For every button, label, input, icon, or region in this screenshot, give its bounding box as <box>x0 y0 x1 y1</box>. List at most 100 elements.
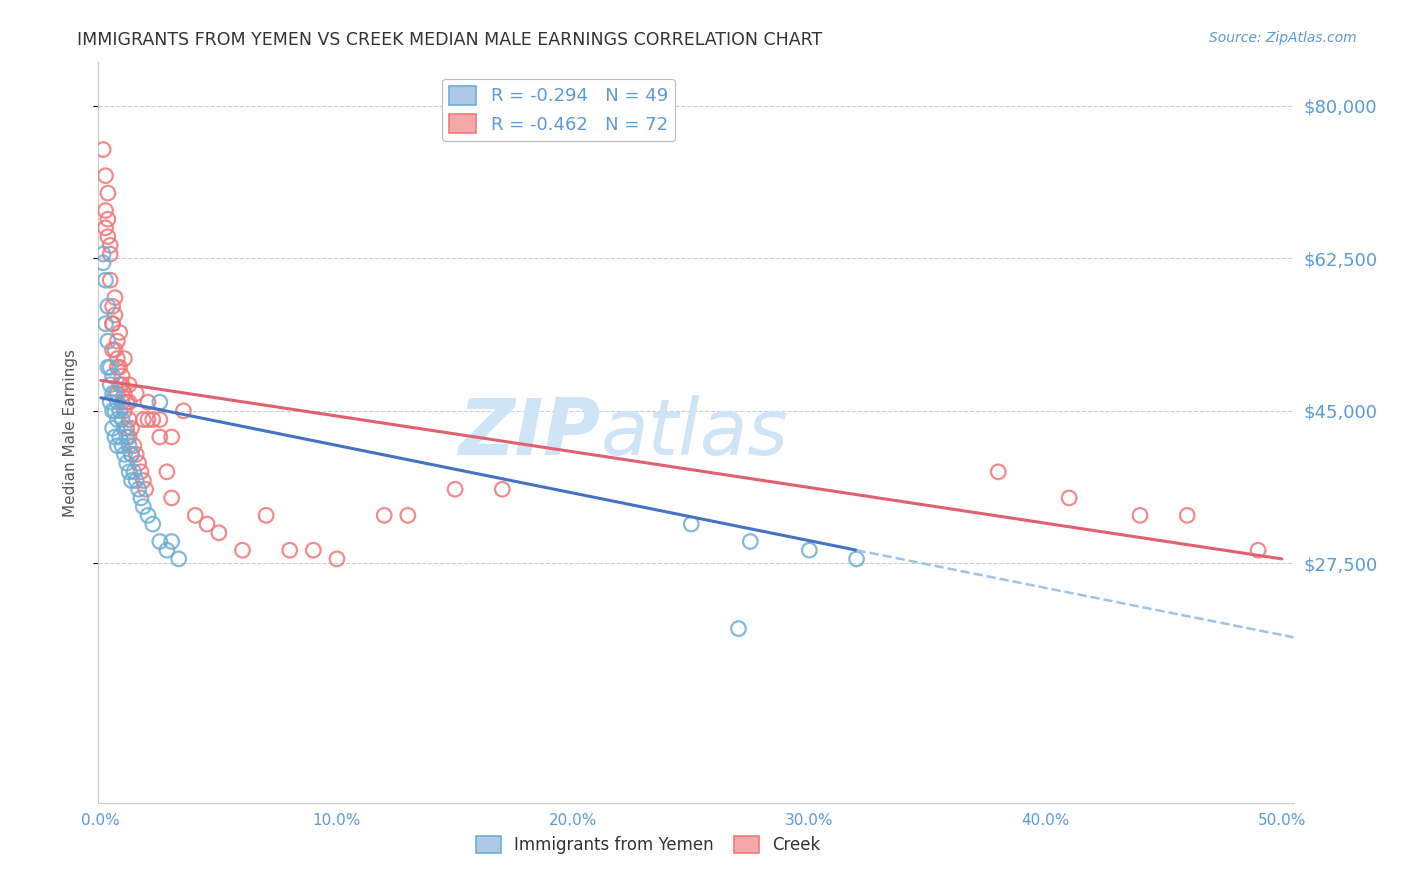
Point <box>149 395 172 409</box>
Point <box>112 421 135 435</box>
Point <box>118 430 141 444</box>
Point <box>129 491 152 505</box>
Point <box>396 508 419 523</box>
Point <box>1129 508 1152 523</box>
Point <box>122 465 145 479</box>
Point <box>1057 491 1080 505</box>
Point <box>98 238 121 252</box>
Point <box>132 412 155 426</box>
Point <box>1247 543 1270 558</box>
Point <box>136 412 159 426</box>
Point <box>115 395 138 409</box>
Y-axis label: Median Male Earnings: Median Male Earnings <box>63 349 77 516</box>
Point <box>136 508 159 523</box>
Text: IMMIGRANTS FROM YEMEN VS CREEK MEDIAN MALE EARNINGS CORRELATION CHART: IMMIGRANTS FROM YEMEN VS CREEK MEDIAN MA… <box>77 31 823 49</box>
Point <box>98 360 121 375</box>
Point <box>115 430 138 444</box>
Point <box>681 517 703 532</box>
Point <box>125 386 148 401</box>
Point <box>491 482 513 496</box>
Point <box>97 299 120 313</box>
Point <box>104 430 127 444</box>
Point <box>125 447 148 461</box>
Point <box>118 395 141 409</box>
Point <box>105 395 128 409</box>
Point <box>740 534 762 549</box>
Point <box>195 517 218 532</box>
Point <box>112 447 135 461</box>
Point <box>108 360 131 375</box>
Point <box>128 456 150 470</box>
Point <box>115 421 138 435</box>
Text: Source: ZipAtlas.com: Source: ZipAtlas.com <box>1209 31 1357 45</box>
Point <box>101 386 124 401</box>
Point <box>94 203 117 218</box>
Point <box>97 212 120 227</box>
Point <box>142 517 165 532</box>
Point <box>160 534 183 549</box>
Point <box>121 474 143 488</box>
Point <box>98 247 121 261</box>
Point <box>108 430 131 444</box>
Text: ZIP: ZIP <box>458 394 600 471</box>
Point <box>167 552 190 566</box>
Text: atlas: atlas <box>600 394 789 471</box>
Point <box>149 412 172 426</box>
Point <box>149 534 172 549</box>
Point <box>105 386 128 401</box>
Point <box>799 543 821 558</box>
Point <box>373 508 395 523</box>
Point <box>208 525 231 540</box>
Point <box>105 412 128 426</box>
Point <box>101 421 124 435</box>
Point <box>727 622 749 636</box>
Point <box>132 474 155 488</box>
Point <box>91 143 114 157</box>
Point <box>112 404 135 418</box>
Point <box>278 543 301 558</box>
Point <box>101 317 124 331</box>
Point <box>91 247 114 261</box>
Point <box>135 482 157 496</box>
Point <box>160 430 183 444</box>
Point <box>101 369 124 384</box>
Point <box>136 395 159 409</box>
Point <box>231 543 253 558</box>
Point <box>111 395 134 409</box>
Point <box>94 169 117 183</box>
Point <box>111 377 134 392</box>
Point <box>149 430 172 444</box>
Point <box>987 465 1010 479</box>
Point <box>101 343 124 357</box>
Point <box>105 351 128 366</box>
Point <box>111 439 134 453</box>
Point <box>156 543 179 558</box>
Point <box>94 273 117 287</box>
Point <box>112 386 135 401</box>
Point <box>98 377 121 392</box>
Point <box>104 308 127 322</box>
Point <box>132 500 155 514</box>
Point <box>444 482 467 496</box>
Point <box>98 273 121 287</box>
Point <box>122 439 145 453</box>
Point <box>111 412 134 426</box>
Point <box>97 186 120 200</box>
Point <box>104 404 127 418</box>
Point <box>118 465 141 479</box>
Point <box>108 377 131 392</box>
Point <box>104 343 127 357</box>
Point <box>105 360 128 375</box>
Point <box>184 508 207 523</box>
Point <box>97 360 120 375</box>
Point <box>105 334 128 348</box>
Point <box>125 474 148 488</box>
Point <box>118 439 141 453</box>
Point <box>97 334 120 348</box>
Point <box>104 291 127 305</box>
Point <box>156 465 179 479</box>
Point <box>118 412 141 426</box>
Point <box>105 439 128 453</box>
Point <box>172 404 194 418</box>
Point <box>112 351 135 366</box>
